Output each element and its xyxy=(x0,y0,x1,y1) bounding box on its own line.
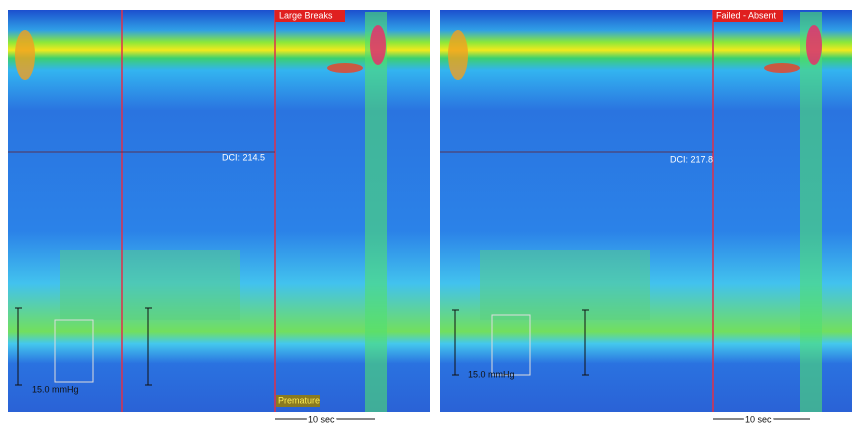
hot-spot xyxy=(327,63,363,73)
contraction-band xyxy=(800,12,822,412)
panel-label: Large Breaks xyxy=(279,10,333,20)
panel-left: Large Breaks DCI: 214.5 15.0 mmHg Premat… xyxy=(8,10,430,425)
hot-spot xyxy=(764,63,800,73)
hot-spot xyxy=(15,30,35,80)
contraction-band xyxy=(365,12,387,412)
scale-label: 15.0 mmHg xyxy=(468,369,515,379)
hot-spot xyxy=(448,30,468,80)
dci-label: DCI: 217.8 xyxy=(670,154,713,164)
dci-label: DCI: 214.5 xyxy=(222,152,265,162)
manometry-screenshot: Large Breaks DCI: 214.5 15.0 mmHg Premat… xyxy=(0,0,856,425)
marker-label: Premature xyxy=(278,395,320,405)
page: Large Breaks DCI: 214.5 15.0 mmHg Premat… xyxy=(0,0,856,425)
contraction-region xyxy=(480,250,650,320)
panel-label: Failed - Absent xyxy=(716,10,777,20)
contraction-region xyxy=(60,250,240,320)
hot-spot xyxy=(370,25,386,65)
time-label: 10 sec xyxy=(745,414,772,424)
panel-right: Failed - Absent DCI: 217.8 15.0 mmHg 10 … xyxy=(440,10,852,425)
scale-label: 15.0 mmHg xyxy=(32,384,79,394)
time-label: 10 sec xyxy=(308,414,335,424)
hot-spot xyxy=(806,25,822,65)
